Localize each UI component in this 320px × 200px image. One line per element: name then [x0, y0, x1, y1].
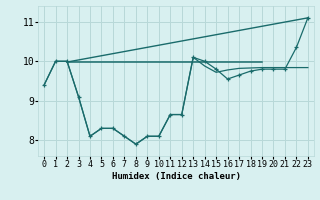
X-axis label: Humidex (Indice chaleur): Humidex (Indice chaleur)	[111, 172, 241, 181]
